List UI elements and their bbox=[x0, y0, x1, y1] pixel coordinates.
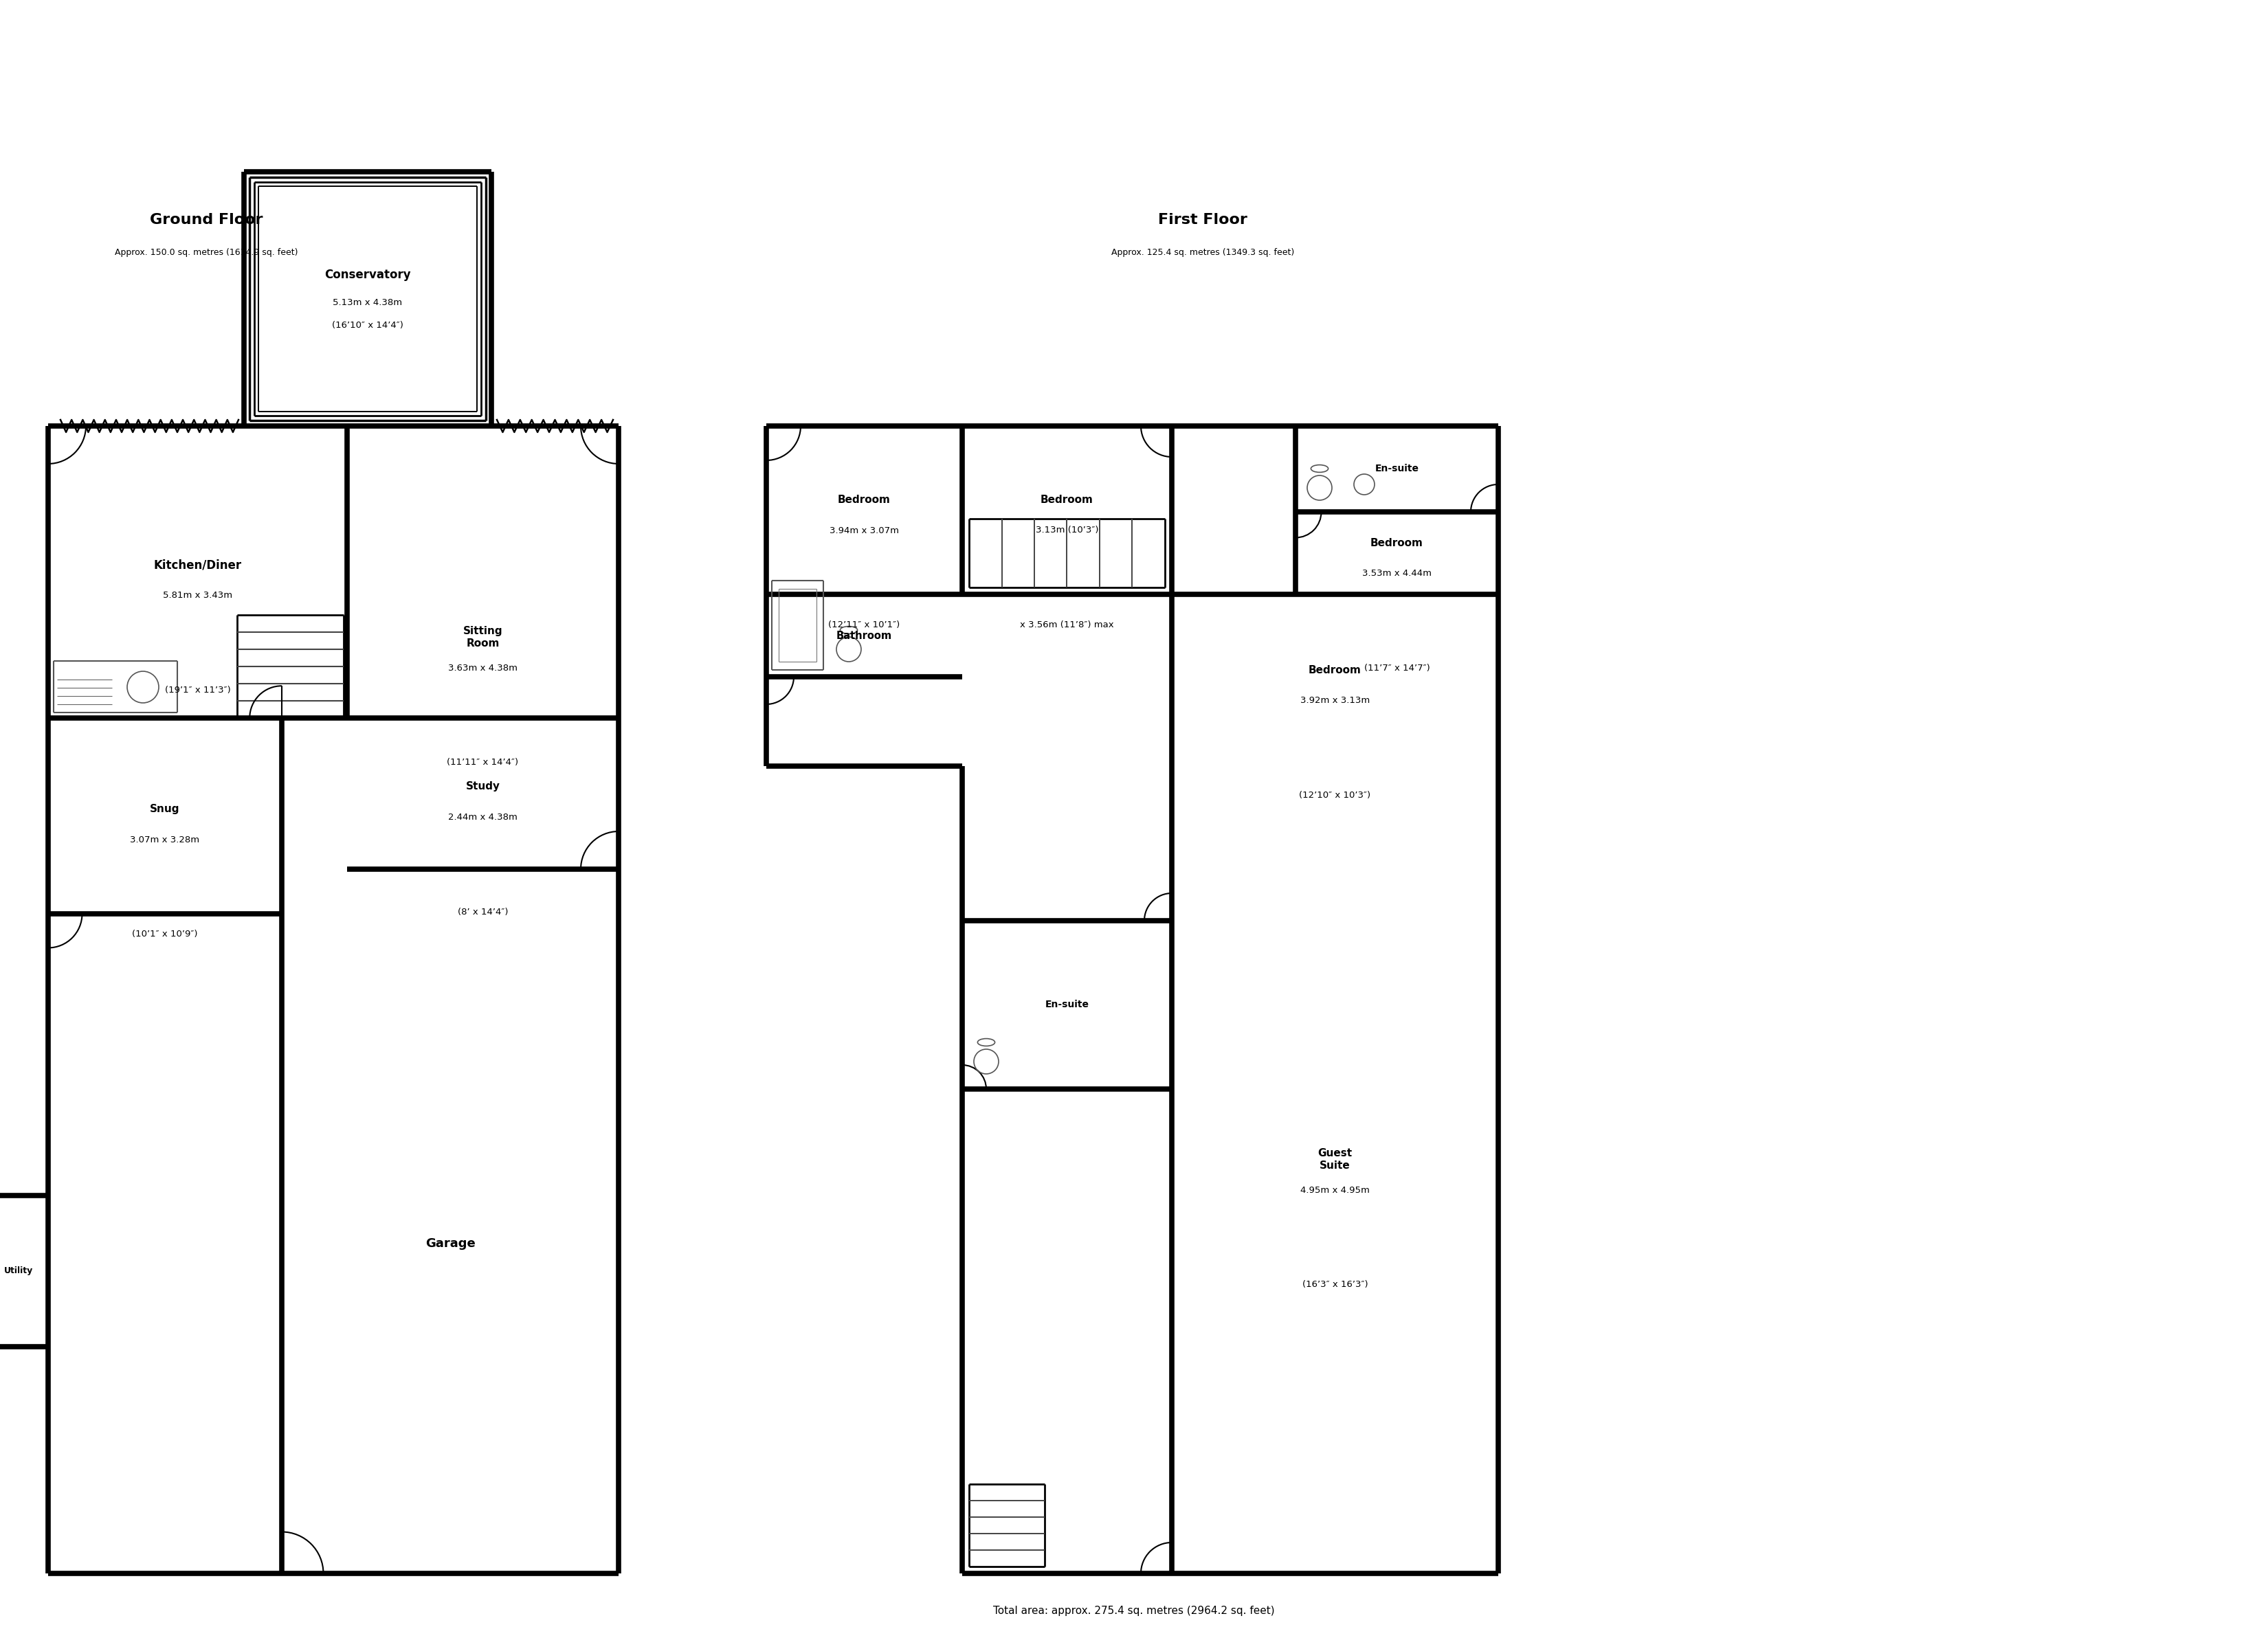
Text: 3.63m x 4.38m: 3.63m x 4.38m bbox=[449, 663, 517, 673]
Text: First Floor: First Floor bbox=[1159, 213, 1247, 226]
Text: (11’11″ x 14’4″): (11’11″ x 14’4″) bbox=[447, 759, 519, 767]
Text: (8’ x 14’4″): (8’ x 14’4″) bbox=[458, 907, 508, 917]
Text: 4.95m x 4.95m: 4.95m x 4.95m bbox=[1300, 1186, 1370, 1194]
Text: En-suite: En-suite bbox=[1374, 463, 1420, 473]
Text: (19’1″ x 11’3″): (19’1″ x 11’3″) bbox=[166, 686, 231, 694]
Text: 5.81m x 3.43m: 5.81m x 3.43m bbox=[163, 592, 231, 600]
Text: (11’7″ x 14’7″): (11’7″ x 14’7″) bbox=[1363, 663, 1429, 673]
Text: 5.13m x 4.38m: 5.13m x 4.38m bbox=[333, 298, 401, 307]
Text: Ground Floor: Ground Floor bbox=[150, 213, 263, 226]
Text: Bedroom: Bedroom bbox=[1309, 665, 1361, 674]
Text: 3.13m (10’3″): 3.13m (10’3″) bbox=[1036, 526, 1098, 534]
Text: Bedroom: Bedroom bbox=[1041, 495, 1093, 505]
Text: 2.44m x 4.38m: 2.44m x 4.38m bbox=[449, 813, 517, 821]
Text: x 3.56m (11’8″) max: x 3.56m (11’8″) max bbox=[1021, 620, 1114, 630]
Text: Total area: approx. 275.4 sq. metres (2964.2 sq. feet): Total area: approx. 275.4 sq. metres (29… bbox=[993, 1606, 1275, 1616]
Text: 3.92m x 3.13m: 3.92m x 3.13m bbox=[1300, 696, 1370, 706]
Text: Utility: Utility bbox=[5, 1266, 34, 1276]
Text: Conservatory: Conservatory bbox=[324, 269, 411, 280]
Text: (12’11″ x 10’1″): (12’11″ x 10’1″) bbox=[828, 620, 900, 630]
Text: 3.07m x 3.28m: 3.07m x 3.28m bbox=[129, 834, 200, 844]
Text: En-suite: En-suite bbox=[1046, 999, 1089, 1009]
Text: Bedroom: Bedroom bbox=[837, 495, 891, 505]
Text: Guest
Suite: Guest Suite bbox=[1318, 1148, 1352, 1171]
Text: Approx. 125.4 sq. metres (1349.3 sq. feet): Approx. 125.4 sq. metres (1349.3 sq. fee… bbox=[1111, 249, 1295, 257]
Text: Study: Study bbox=[465, 782, 499, 792]
Text: Kitchen/Diner: Kitchen/Diner bbox=[154, 559, 243, 571]
Text: Garage: Garage bbox=[424, 1237, 476, 1250]
Text: Snug: Snug bbox=[150, 803, 179, 815]
Text: Sitting
Room: Sitting Room bbox=[463, 627, 503, 648]
Text: Approx. 150.0 sq. metres (1614.9 sq. feet): Approx. 150.0 sq. metres (1614.9 sq. fee… bbox=[116, 249, 297, 257]
Text: Bathroom: Bathroom bbox=[837, 630, 891, 641]
Text: (16’10″ x 14’4″): (16’10″ x 14’4″) bbox=[331, 320, 404, 330]
Text: (16’3″ x 16’3″): (16’3″ x 16’3″) bbox=[1302, 1280, 1368, 1290]
Text: Bedroom: Bedroom bbox=[1370, 538, 1424, 547]
Text: 3.53m x 4.44m: 3.53m x 4.44m bbox=[1363, 569, 1431, 577]
Text: (10’1″ x 10’9″): (10’1″ x 10’9″) bbox=[132, 930, 197, 938]
Text: 3.94m x 3.07m: 3.94m x 3.07m bbox=[830, 526, 898, 534]
Text: (12’10″ x 10’3″): (12’10″ x 10’3″) bbox=[1300, 790, 1370, 800]
